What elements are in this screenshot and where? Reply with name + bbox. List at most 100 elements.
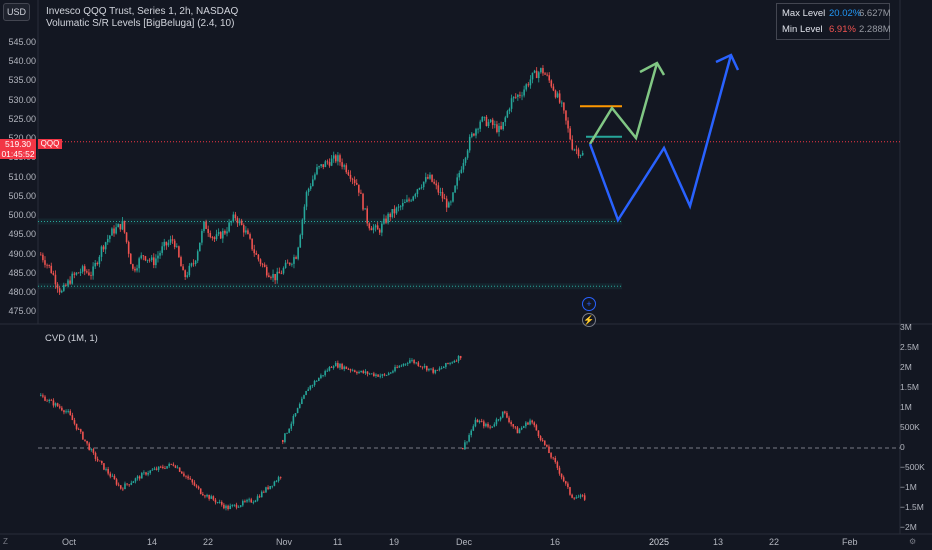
- candle: [94, 262, 96, 267]
- candle: [550, 80, 553, 87]
- candle: [468, 136, 471, 151]
- cvd-candle: [341, 363, 343, 370]
- cvd-candle: [577, 496, 580, 498]
- candle: [186, 275, 189, 277]
- candle: [466, 150, 469, 158]
- candle: [142, 255, 145, 257]
- cvd-candle: [298, 404, 301, 409]
- candle: [213, 237, 216, 240]
- cvd-candle: [204, 495, 206, 497]
- candle: [58, 288, 61, 293]
- projection-bull-path: [588, 62, 659, 145]
- candle: [542, 68, 544, 74]
- cvd-candle: [527, 422, 529, 425]
- settings-icon[interactable]: ⚙: [909, 537, 917, 546]
- cvd-candle: [556, 462, 559, 468]
- candle: [431, 174, 433, 182]
- cvd-candle: [69, 411, 72, 416]
- cvd-candle: [442, 366, 445, 369]
- cvd-candle: [115, 479, 118, 485]
- cvd-candle: [466, 441, 468, 443]
- cvd-candle: [579, 495, 582, 497]
- cvd-candle: [183, 473, 185, 476]
- candle: [364, 208, 366, 210]
- cvd-candle: [225, 505, 227, 509]
- cvd-candle: [311, 385, 314, 386]
- cvd-candle: [400, 365, 403, 367]
- timezone-icon[interactable]: Z: [3, 537, 8, 546]
- candle: [391, 209, 394, 218]
- currency-button[interactable]: USD: [3, 3, 30, 21]
- cvd-candle: [92, 449, 95, 453]
- candle: [573, 149, 576, 151]
- cvd-candle: [296, 408, 299, 414]
- candle: [330, 158, 333, 166]
- cvd-candle: [457, 355, 460, 362]
- cvd-candle: [364, 371, 367, 373]
- candle: [245, 230, 247, 233]
- candle: [322, 164, 325, 168]
- cvd-candle: [351, 370, 354, 372]
- candle: [54, 274, 57, 285]
- cvd-candle: [290, 423, 293, 429]
- cvd-candle: [271, 485, 274, 487]
- candle: [129, 253, 132, 265]
- plus-circle-icon[interactable]: +: [582, 297, 596, 311]
- candle: [464, 157, 467, 163]
- cvd-candle: [569, 487, 571, 495]
- cvd-candle: [423, 365, 426, 368]
- cvd-candle: [459, 355, 462, 359]
- lightning-icon[interactable]: ⚡: [582, 313, 596, 327]
- candle: [272, 273, 274, 278]
- cvd-candle: [495, 419, 498, 425]
- candle: [288, 262, 291, 265]
- candle: [132, 264, 134, 269]
- candle: [353, 179, 356, 183]
- candle: [569, 128, 571, 140]
- candle: [205, 221, 207, 229]
- cvd-candle: [151, 469, 154, 471]
- candle: [368, 223, 371, 229]
- cvd-candle: [56, 403, 59, 407]
- cvd-candle: [172, 464, 175, 466]
- candle: [178, 246, 180, 258]
- cvd-candle: [472, 426, 475, 431]
- candle: [280, 273, 283, 275]
- cvd-candle: [535, 425, 538, 431]
- cvd-candle: [275, 481, 278, 482]
- candle: [318, 166, 320, 168]
- cvd-candle: [52, 400, 55, 406]
- cvd-candle: [381, 374, 384, 376]
- cvd-candle: [174, 465, 177, 468]
- candle: [385, 218, 387, 223]
- candle: [240, 220, 243, 226]
- candle: [433, 181, 435, 184]
- candle: [184, 270, 186, 277]
- candle: [284, 262, 287, 269]
- candle: [192, 263, 195, 265]
- cvd-candle: [117, 484, 120, 486]
- cvd-candle: [155, 468, 158, 470]
- cvd-candle: [480, 420, 483, 422]
- candle: [257, 254, 260, 260]
- candle: [77, 272, 80, 274]
- candle: [439, 191, 442, 193]
- candle: [109, 235, 111, 239]
- candle: [276, 271, 279, 281]
- candle: [556, 93, 559, 98]
- price-tick: 520.00: [2, 133, 36, 143]
- cvd-candle: [119, 485, 122, 489]
- candle: [397, 206, 400, 208]
- candle: [249, 234, 251, 239]
- cvd-tick: 2M: [900, 362, 912, 372]
- cvd-title: CVD (1M, 1): [45, 333, 98, 344]
- cvd-candle: [558, 467, 561, 474]
- cvd-candle: [349, 369, 352, 371]
- candle: [410, 200, 412, 202]
- candle: [525, 84, 528, 90]
- cvd-candle: [337, 362, 339, 368]
- cvd-candle: [44, 396, 46, 401]
- max-level-pct: 20.02%: [829, 8, 862, 19]
- indicator-label[interactable]: Volumatic S/R Levels [BigBeluga] (2.4, 1…: [46, 18, 235, 29]
